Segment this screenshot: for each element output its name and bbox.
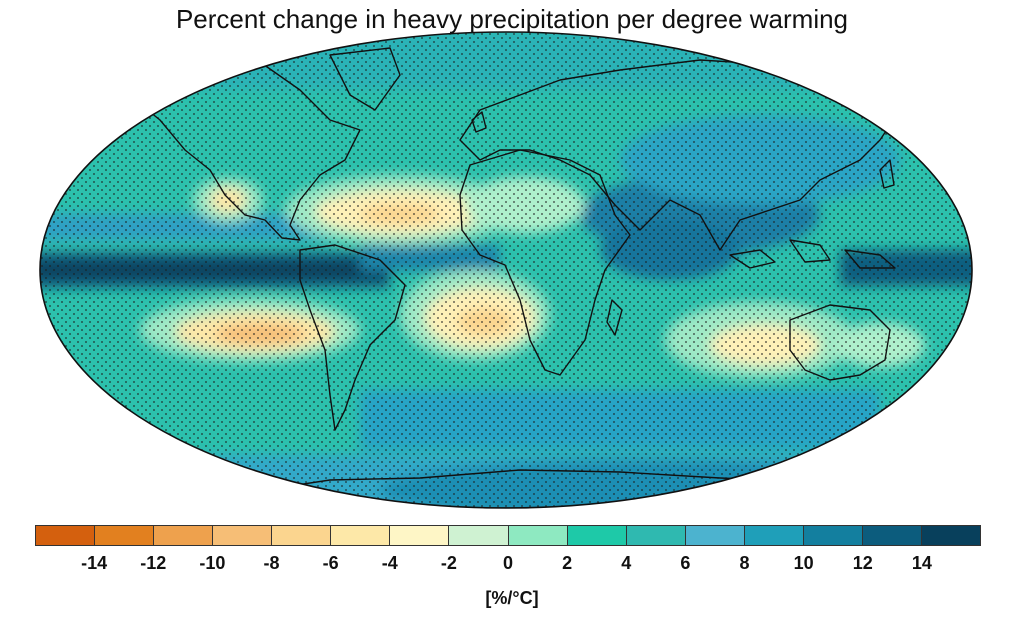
colorbar-tick-label: 4 xyxy=(621,553,632,573)
colorbar-segment xyxy=(862,526,922,545)
colorbar-segment xyxy=(154,526,214,545)
colorbar-tick-label: -8 xyxy=(263,553,280,573)
colorbar-segment xyxy=(331,526,391,545)
colorbar-tick-label: -14 xyxy=(81,553,108,573)
colorbar-tick-label: 0 xyxy=(502,553,514,573)
map-field xyxy=(40,32,972,508)
colorbar-tick-label: -6 xyxy=(322,553,339,573)
colorbar-unit-label: [%/°C] xyxy=(485,588,539,608)
colorbar-tick-label: -12 xyxy=(140,553,167,573)
colorbar-segment xyxy=(744,526,804,545)
colorbar-ticks: -14 -12 -10 -8 -6 -4 -2 0 2 4 6 8 10 12 14 xyxy=(35,553,981,577)
colorbar-tick-label: 10 xyxy=(793,553,814,573)
world-map xyxy=(39,31,973,509)
colorbar-segment xyxy=(803,526,863,545)
colorbar-segment xyxy=(508,526,568,545)
colorbar-tick-label: -4 xyxy=(381,553,398,573)
colorbar-tick-label: 8 xyxy=(739,553,750,573)
colorbar-tick-label: 14 xyxy=(911,553,932,573)
colorbar-tick-label: -2 xyxy=(440,553,457,573)
colorbar-tick-label: -10 xyxy=(199,553,226,573)
colorbar-tick-label: 6 xyxy=(680,553,691,573)
colorbar-segment xyxy=(685,526,745,545)
colorbar-segment xyxy=(626,526,686,545)
colorbar-tick-label: 2 xyxy=(562,553,573,573)
map-title: Percent change in heavy precipitation pe… xyxy=(175,4,849,34)
colorbar-segment xyxy=(272,526,332,545)
colorbar-segment xyxy=(36,526,96,545)
colorbar-segment xyxy=(213,526,273,545)
colorbar-segment xyxy=(449,526,509,545)
colorbar-tick-label: 12 xyxy=(852,553,873,573)
colorbar-segment xyxy=(390,526,450,545)
colorbar-segment xyxy=(567,526,627,545)
colorbar-segment xyxy=(921,526,980,545)
colorbar xyxy=(35,525,981,546)
colorbar-segment xyxy=(95,526,155,545)
